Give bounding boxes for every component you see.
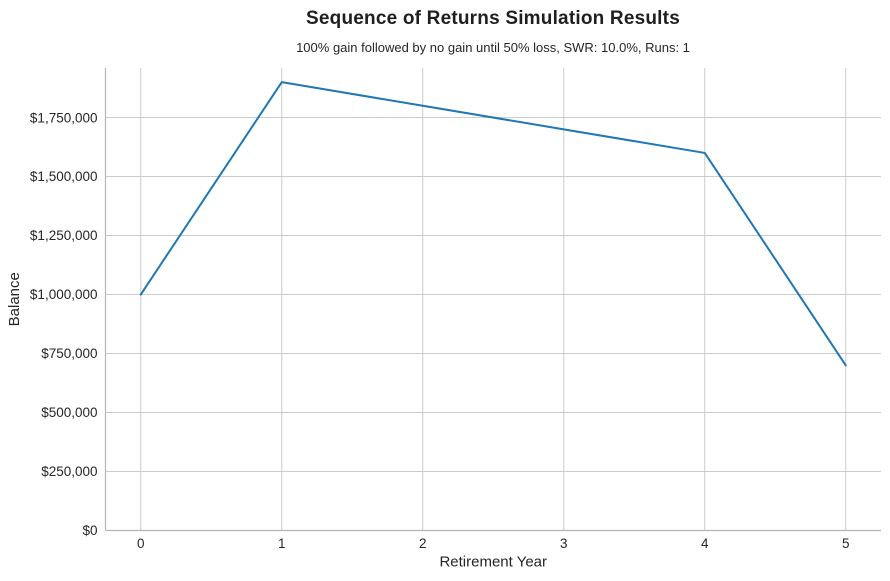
- y-tick-label: $1,250,000: [30, 228, 98, 243]
- y-tick-label: $500,000: [41, 405, 97, 420]
- x-tick-label: 0: [137, 536, 145, 551]
- chart-subtitle: 100% gain followed by no gain until 50% …: [296, 40, 690, 55]
- y-tick-label: $0: [82, 523, 97, 538]
- y-tick-label: $1,500,000: [30, 169, 98, 184]
- y-tick-label: $250,000: [41, 464, 97, 479]
- y-tick-label: $750,000: [41, 346, 97, 361]
- y-tick-label: $1,000,000: [30, 287, 98, 302]
- x-tick-label: 3: [560, 536, 568, 551]
- chart-title: Sequence of Returns Simulation Results: [306, 8, 680, 29]
- y-tick-label: $1,750,000: [30, 110, 98, 125]
- y-axis-label: Balance: [6, 272, 23, 326]
- x-tick-label: 2: [419, 536, 427, 551]
- series-line: [139, 81, 847, 367]
- x-tick-label: 5: [842, 536, 850, 551]
- x-axis-label: Retirement Year: [439, 554, 547, 571]
- x-tick-label: 4: [701, 536, 709, 551]
- x-tick-label: 1: [278, 536, 286, 551]
